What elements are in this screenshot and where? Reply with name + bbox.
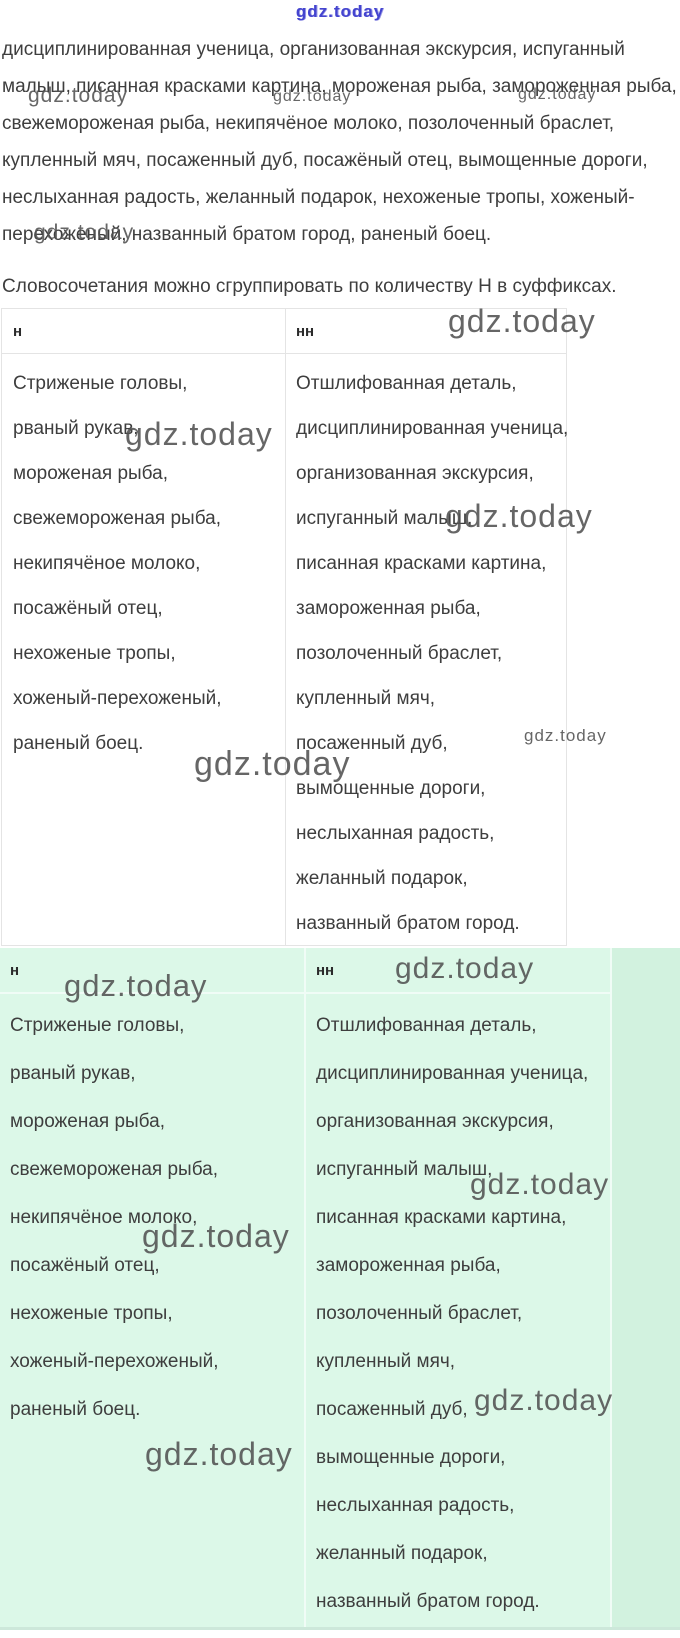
column-n-cell: Стриженые головы, рваный рукав, мороженая …	[13, 353, 222, 777]
phrase-nn: купленный мяч,	[296, 688, 436, 709]
phrase-n: некипячёное молоко,	[13, 553, 201, 574]
phrase-nn: испуганный малыш,	[296, 508, 473, 529]
phrase-nn: замороженная рыба,	[296, 598, 481, 619]
phrase-n: посажёный отец,	[13, 598, 163, 619]
column-header-nn: нн	[316, 961, 335, 979]
phrase-n: раненый боец.	[13, 733, 144, 754]
phrase-nn: неслыханная радость,	[316, 1495, 515, 1516]
paragraph-line: дисциплинированная ученица, организованн…	[2, 39, 625, 60]
phrase-n: мороженая рыба,	[10, 1111, 165, 1132]
column-header-nn: нн	[296, 322, 315, 340]
column-divider	[285, 309, 286, 945]
phrase-nn: испуганный малыш,	[316, 1159, 493, 1180]
site-logo: gdz.today	[295, 2, 385, 21]
phrase-nn: названный братом город.	[316, 1591, 540, 1612]
phrase-n: мороженая рыба,	[13, 463, 168, 484]
phrase-n: хоженый-перехоженый,	[10, 1351, 219, 1372]
phrase-nn: замороженная рыба,	[316, 1255, 501, 1276]
phrase-n: раненый боец.	[10, 1399, 141, 1420]
cell-right-edge	[610, 948, 612, 1630]
column-header-n: н	[13, 322, 23, 340]
paragraph-line: неслыханная радость, желанный подарок, н…	[2, 187, 635, 208]
phrase-n: посажёный отец,	[10, 1255, 160, 1276]
header-underline	[0, 992, 612, 994]
phrase-n: нехоженые тропы,	[10, 1303, 173, 1324]
phrase-n: свежемороженая рыба,	[10, 1159, 218, 1180]
paragraph-line: свежемороженая рыба, некипячёное молоко,…	[2, 113, 615, 134]
column-nn-cell: Отшлифованная деталь, дисциплинированная …	[316, 992, 588, 1638]
suffix-table-green: н нн Стриженые головы, рваный рукав, морож…	[0, 948, 680, 1630]
phrase-nn: Отшлифованная деталь,	[316, 1015, 537, 1036]
phrase-nn: дисциплинированная ученица,	[316, 1063, 589, 1084]
phrase-n: хоженый-перехоженый,	[13, 688, 222, 709]
column-nn-cell: Отшлифованная деталь, дисциплинированная …	[296, 353, 568, 957]
table-right-gutter	[612, 948, 680, 1630]
phrase-nn: позолоченный браслет,	[296, 643, 503, 664]
phrase-nn: желанный подарок,	[316, 1543, 488, 1564]
phrase-nn: организованная экскурсия,	[296, 463, 534, 484]
phrase-n: рваный рукав,	[10, 1063, 136, 1084]
phrase-nn: названный братом город.	[296, 913, 520, 934]
phrase-n: некипячёное молоко,	[10, 1207, 198, 1228]
phrase-nn: дисциплинированная ученица,	[296, 418, 569, 439]
phrase-nn: Отшлифованная деталь,	[296, 373, 517, 394]
column-n-cell: Стриженые головы, рваный рукав, мороженая …	[10, 992, 219, 1446]
paragraph-line: малыш, писанная красками картина, мороже…	[2, 76, 677, 97]
column-divider	[304, 948, 306, 1630]
phrase-nn: писанная красками картина,	[296, 553, 547, 574]
phrase-nn: писанная красками картина,	[316, 1207, 567, 1228]
phrase-nn: посаженный дуб,	[296, 733, 448, 754]
phrase-n: Стриженые головы,	[10, 1015, 185, 1036]
phrase-nn: неслыханная радость,	[296, 823, 495, 844]
phrase-n: нехоженые тропы,	[13, 643, 176, 664]
phrase-nn: посаженный дуб,	[316, 1399, 468, 1420]
phrase-nn: желанный подарок,	[296, 868, 468, 889]
phrase-nn: вымощенные дороги,	[316, 1447, 506, 1468]
header-underline	[2, 353, 566, 354]
phrase-n: свежемороженая рыба,	[13, 508, 221, 529]
grouping-sentence: Словосочетания можно сгруппировать по ко…	[2, 276, 617, 297]
table-bottom-edge	[0, 1627, 680, 1630]
suffix-table-white: н нн Стриженые головы, рваный рукав, морож…	[1, 308, 568, 946]
word-list-paragraph: дисциплинированная ученица, организованн…	[2, 31, 677, 253]
column-header-n: н	[10, 961, 20, 979]
phrase-nn: организованная экскурсия,	[316, 1111, 554, 1132]
phrase-nn: купленный мяч,	[316, 1351, 456, 1372]
phrase-nn: вымощенные дороги,	[296, 778, 486, 799]
phrase-n: рваный рукав,	[13, 418, 139, 439]
phrase-nn: позолоченный браслет,	[316, 1303, 523, 1324]
paragraph-line: перехоженый, названный братом город, ран…	[2, 224, 492, 245]
phrase-n: Стриженые головы,	[13, 373, 188, 394]
paragraph-line: купленный мяч, посаженный дуб, посажёный…	[2, 150, 648, 171]
